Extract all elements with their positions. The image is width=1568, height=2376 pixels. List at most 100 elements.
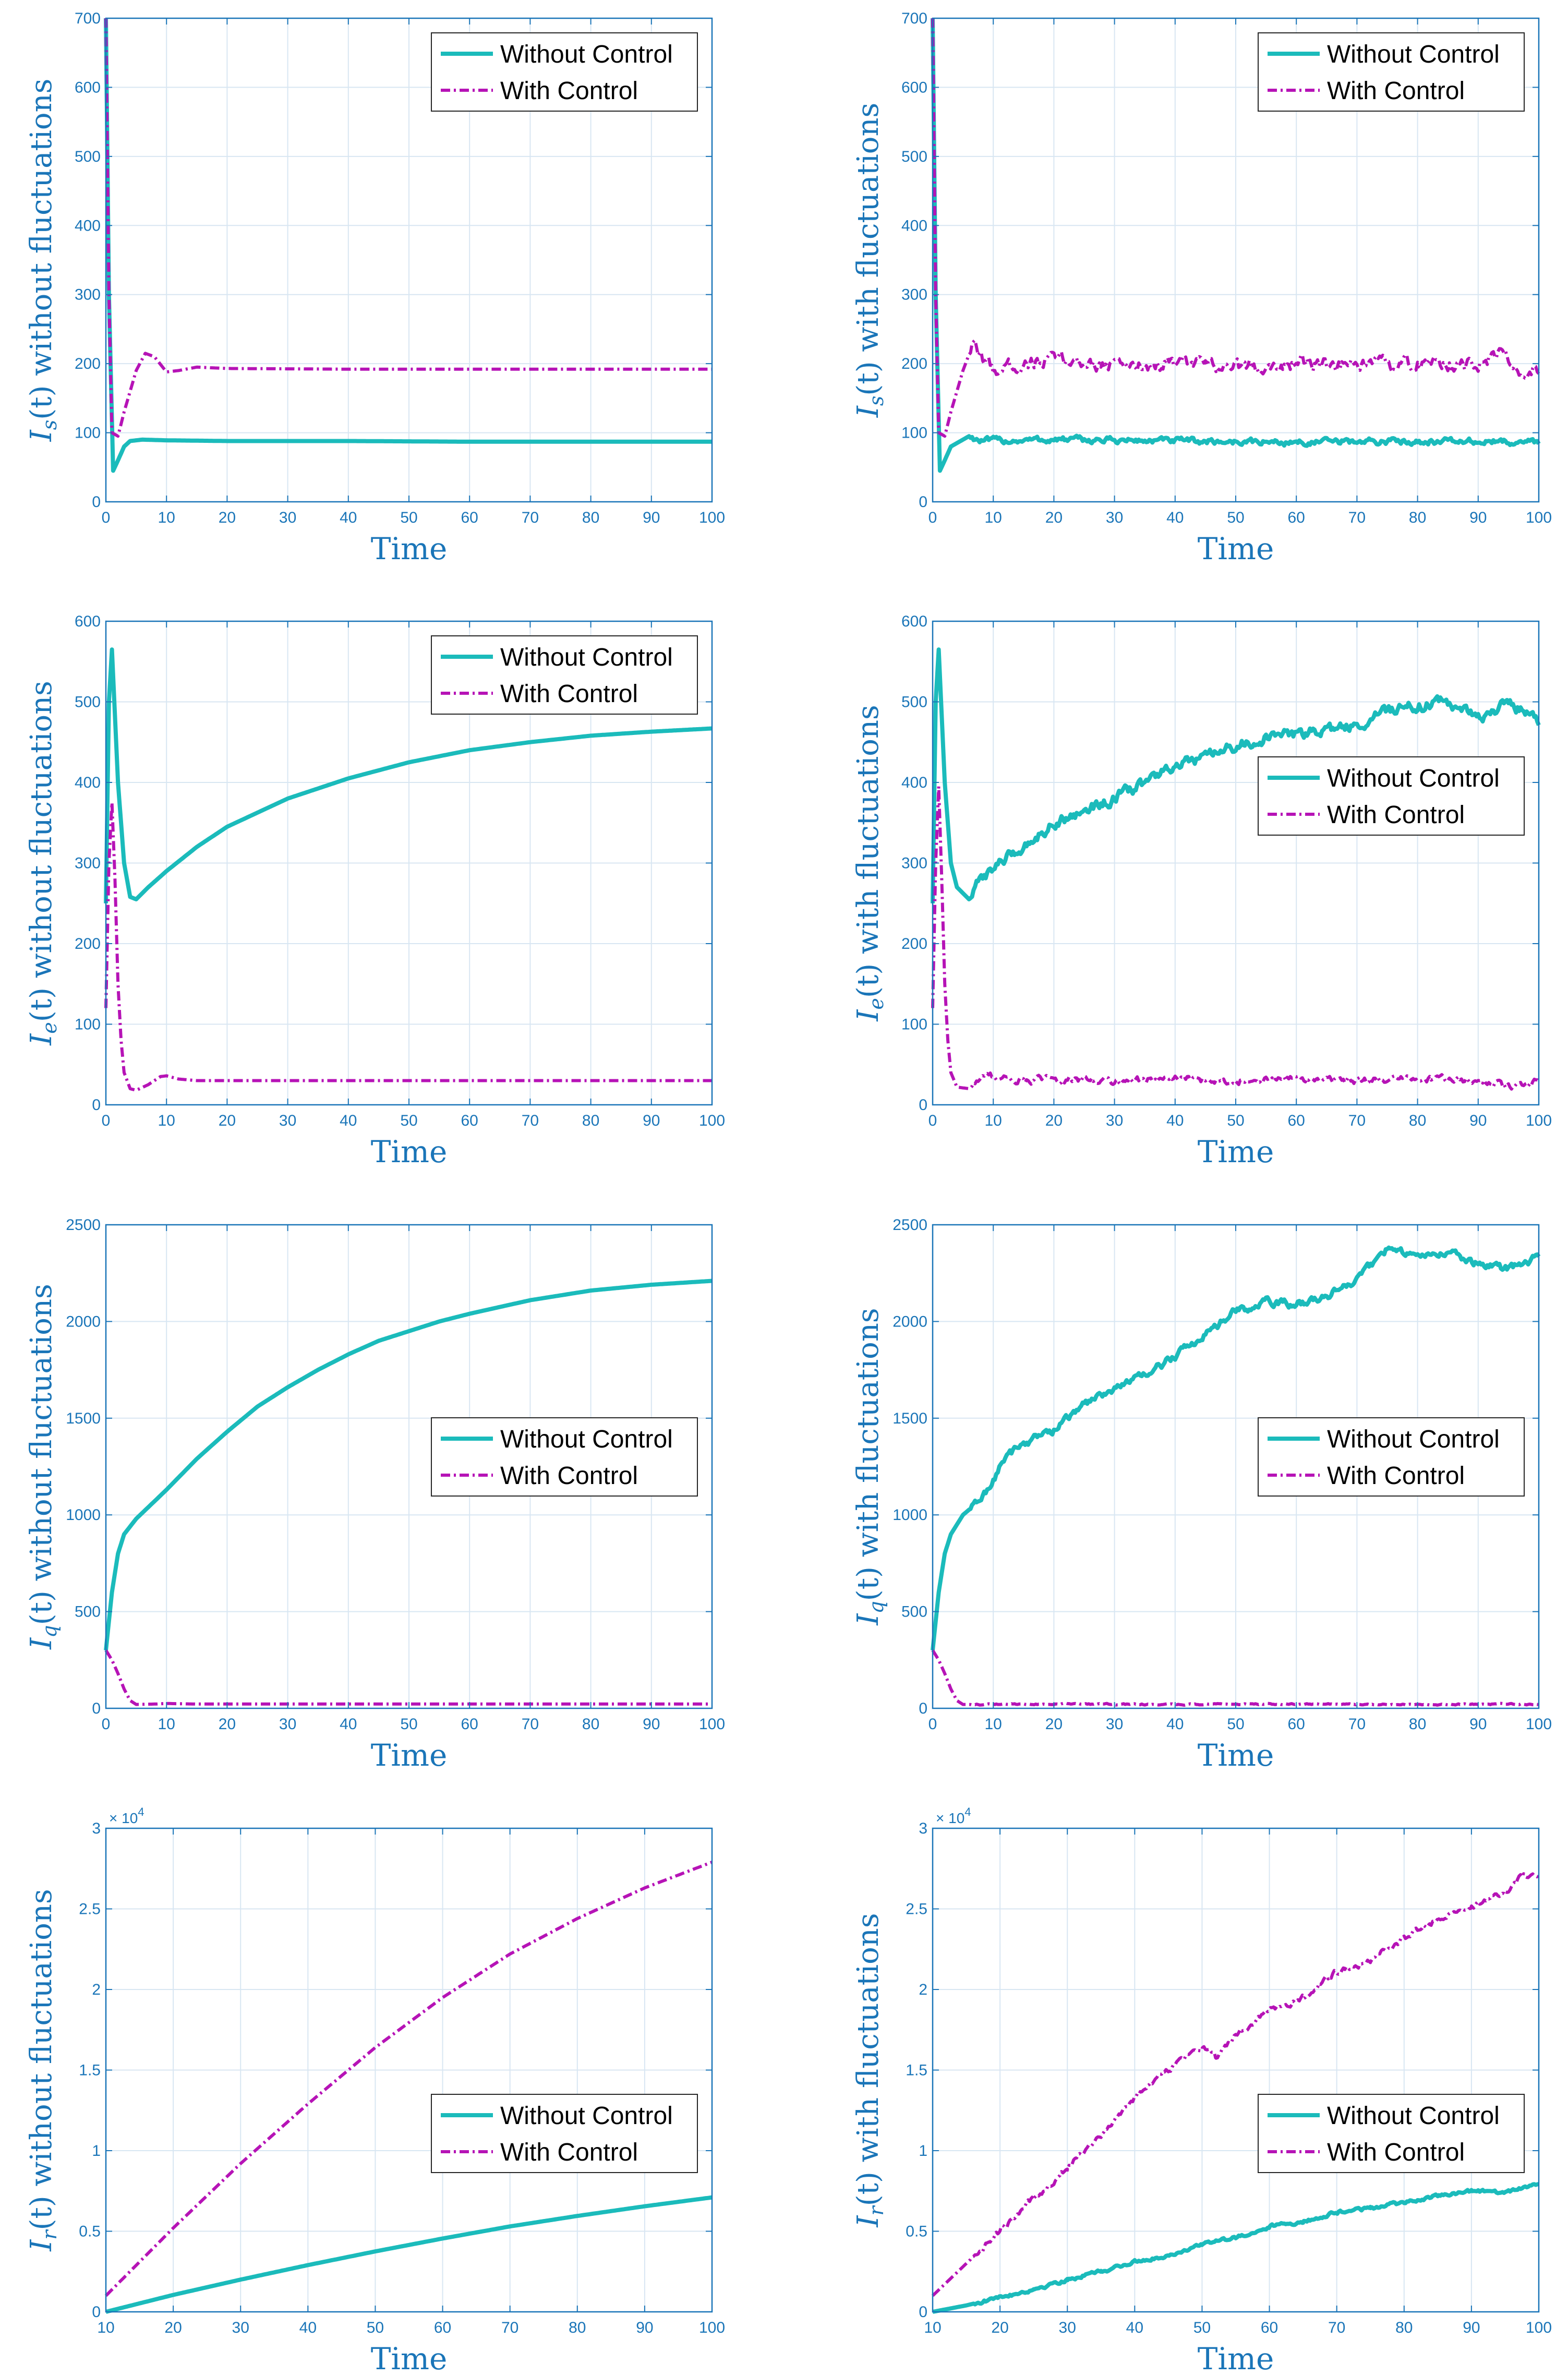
x-tick-label: 40 [340,1112,357,1129]
x-tick-label: 20 [219,509,236,526]
y-tick-label: 100 [75,425,101,442]
series-line-with-control [931,1872,1540,2297]
x-tick-label: 50 [1193,2319,1211,2336]
y-tick-label: 1.5 [79,2062,101,2079]
y-exponent-label: × 104 [936,1805,971,1826]
y-axis-title: Ir(t) without fluctuations [25,1889,61,2251]
chart-panel-ir-nofluct: 10 20 30 40 50 60 70 80 90 100 0 0.5 1 1.5 2 2.5 3 × 104 T… [25,1805,725,2376]
y-tick-label: 300 [901,286,927,304]
x-axis-title: Time [1198,1738,1274,1773]
y-axis-title: Ir(t) with fluctuations [851,1913,888,2227]
y-tick-label: 0.5 [906,2223,927,2240]
x-tick-label: 60 [461,509,478,526]
legend-label-without-control: Without Control [500,1426,673,1453]
x-axis-title: Time [1198,1134,1274,1169]
x-tick-label: 10 [985,1112,1002,1129]
y-tick-label: 0 [919,1096,927,1114]
y-tick-label: 500 [901,1603,927,1621]
y-tick-label: 0 [919,2303,927,2321]
legend-box [431,32,698,112]
legend-label-without-control: Without Control [1327,2102,1500,2130]
x-tick-label: 100 [699,2319,725,2336]
legend-label-with-control: With Control [1327,801,1465,829]
legend-label-with-control: With Control [500,1462,638,1490]
x-tick-label: 90 [643,1112,660,1129]
x-tick-label: 70 [1328,2319,1345,2336]
x-axis-title: Time [371,2341,448,2376]
legend: Without Control With Control [431,32,698,112]
x-axis-title: Time [371,1134,448,1169]
series-line-with-control [931,785,1540,1091]
x-tick-label: 100 [699,509,725,526]
series-line-without-control [931,18,1541,473]
x-tick-label: 0 [102,509,111,526]
x-tick-label: 40 [1166,1112,1184,1129]
legend: Without Control With Control [431,2094,698,2173]
x-tick-label: 50 [1227,1716,1244,1733]
y-tick-label: 3 [919,1820,927,1837]
chart-panel-iq-fluct: 0 10 20 30 40 50 60 70 80 90 100050010001500200025… [851,1216,1552,1773]
y-tick-label: 700 [901,10,927,27]
y-tick-label: 100 [75,1016,101,1033]
y-tick-label: 0 [92,1096,101,1114]
chart-panel-ie-fluct: 0 10 20 30 40 50 60 70 80 90 100 0 100 200 300 400 500 60… [851,613,1552,1169]
x-tick-label: 20 [219,1716,236,1733]
y-tick-label: 500 [75,1603,101,1621]
legend-label-with-control: With Control [1327,2139,1465,2166]
legend: Without Control With Control [1258,756,1525,836]
legend-box [431,2094,698,2173]
y-tick-label: 400 [901,217,927,234]
chart-panel-is-fluct: 0 10 20 30 40 50 60 70 80 90 100 0 100 200 300 400 500 60… [851,10,1552,566]
x-tick-label: 50 [367,2319,384,2336]
y-tick-label: 1.5 [906,2062,927,2079]
y-tick-label: 700 [75,10,101,27]
y-tick-label: 400 [901,774,927,791]
x-tick-label: 80 [1409,1716,1426,1733]
legend-label-with-control: With Control [500,2139,638,2166]
y-tick-label: 400 [75,217,101,234]
x-tick-label: 80 [1395,2319,1413,2336]
x-tick-label: 90 [643,509,660,526]
x-tick-label: 20 [164,2319,182,2336]
x-tick-label: 40 [340,509,357,526]
x-tick-label: 10 [97,2319,114,2336]
legend-label-with-control: With Control [1327,1462,1465,1490]
y-axis-title: Is(t) with fluctuations [851,103,888,418]
x-tick-label: 0 [928,1112,937,1129]
legend-label-without-control: Without Control [1327,1426,1500,1453]
x-tick-label: 70 [1348,509,1366,526]
x-tick-label: 10 [985,509,1002,526]
legend-label-without-control: Without Control [500,644,673,671]
x-tick-label: 10 [985,1716,1002,1733]
x-tick-label: 100 [699,1112,725,1129]
y-tick-label: 0 [92,2303,101,2321]
y-tick-label: 2 [919,1981,927,1998]
series-line-with-control [104,18,713,438]
x-tick-label: 70 [522,1112,539,1129]
x-tick-label: 90 [643,1716,660,1733]
x-tick-label: 70 [1348,1716,1366,1733]
legend-box [1258,32,1525,112]
y-tick-label: 0 [919,1700,927,1717]
x-tick-label: 60 [1288,1716,1305,1733]
y-tick-label: 500 [75,148,101,165]
x-tick-label: 90 [1469,1112,1487,1129]
x-tick-label: 30 [232,2319,249,2336]
series-line-without-control [932,2182,1540,2314]
x-tick-label: 100 [699,1716,725,1733]
x-tick-label: 0 [102,1716,111,1733]
y-tick-label: 1500 [66,1410,101,1427]
x-tick-label: 80 [1409,1112,1426,1129]
series-line-without-control [105,2195,713,2314]
y-tick-label: 2 [92,1981,101,1998]
y-tick-label: 300 [75,855,101,872]
y-tick-label: 1 [919,2142,927,2160]
x-tick-label: 60 [434,2319,451,2336]
x-tick-label: 30 [1106,1716,1123,1733]
x-tick-label: 70 [1348,1112,1366,1129]
y-tick-label: 200 [75,355,101,372]
x-tick-label: 30 [279,1112,296,1129]
x-tick-label: 60 [1288,509,1305,526]
x-tick-label: 60 [461,1716,478,1733]
